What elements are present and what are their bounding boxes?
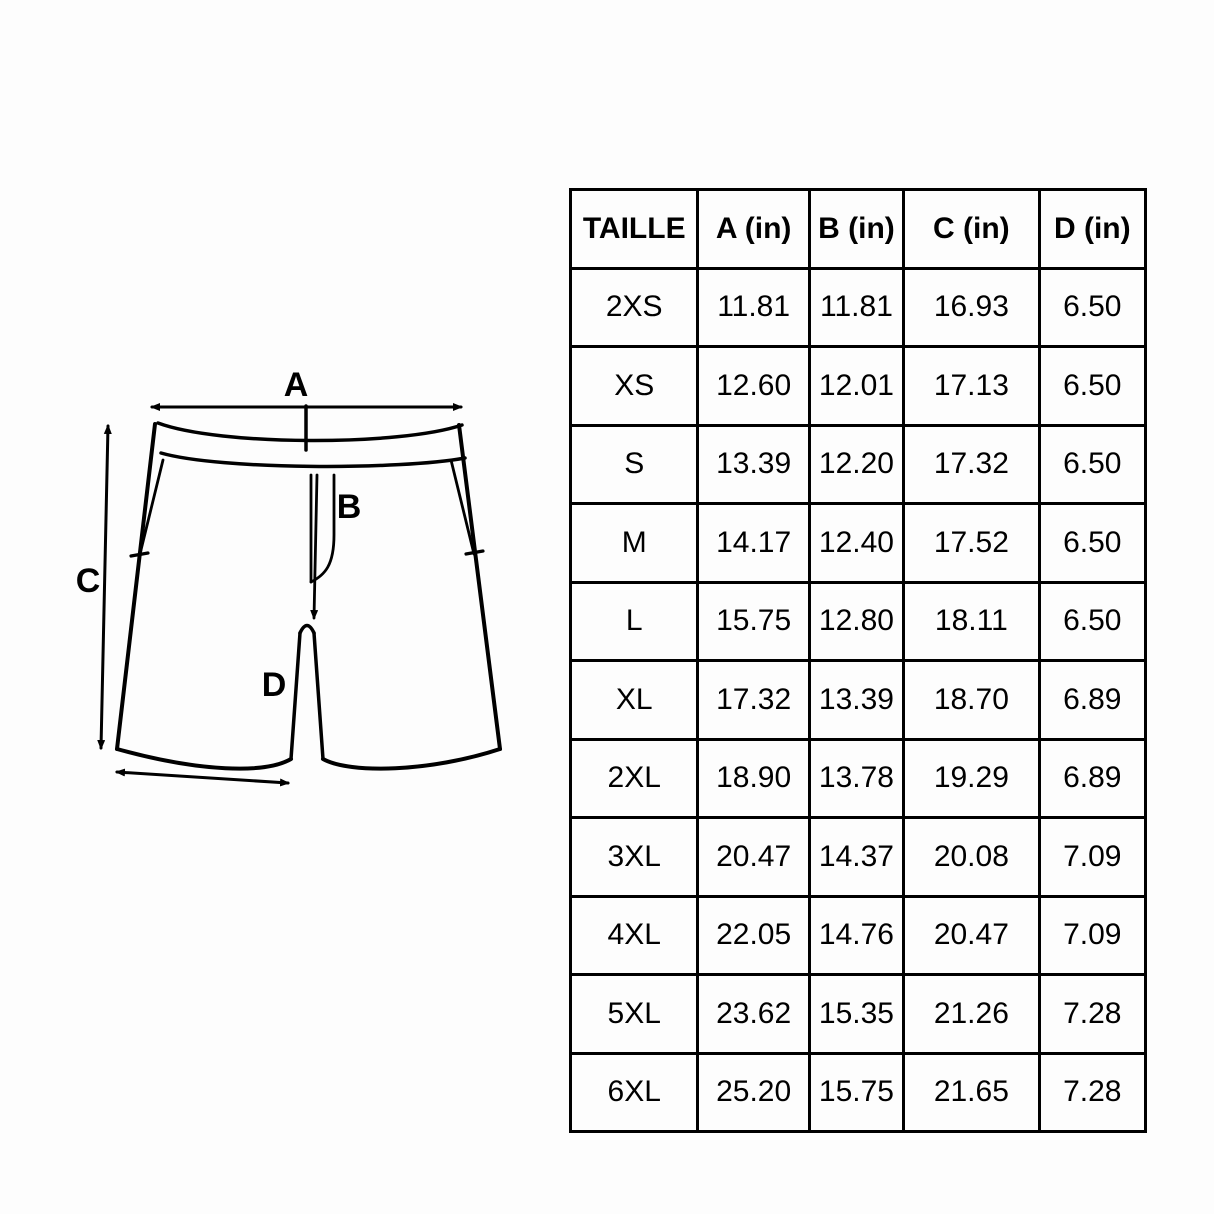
svg-text:A: A [284, 366, 309, 404]
svg-text:D: D [262, 666, 287, 704]
svg-text:B: B [337, 488, 362, 526]
svg-text:C: C [76, 562, 101, 600]
